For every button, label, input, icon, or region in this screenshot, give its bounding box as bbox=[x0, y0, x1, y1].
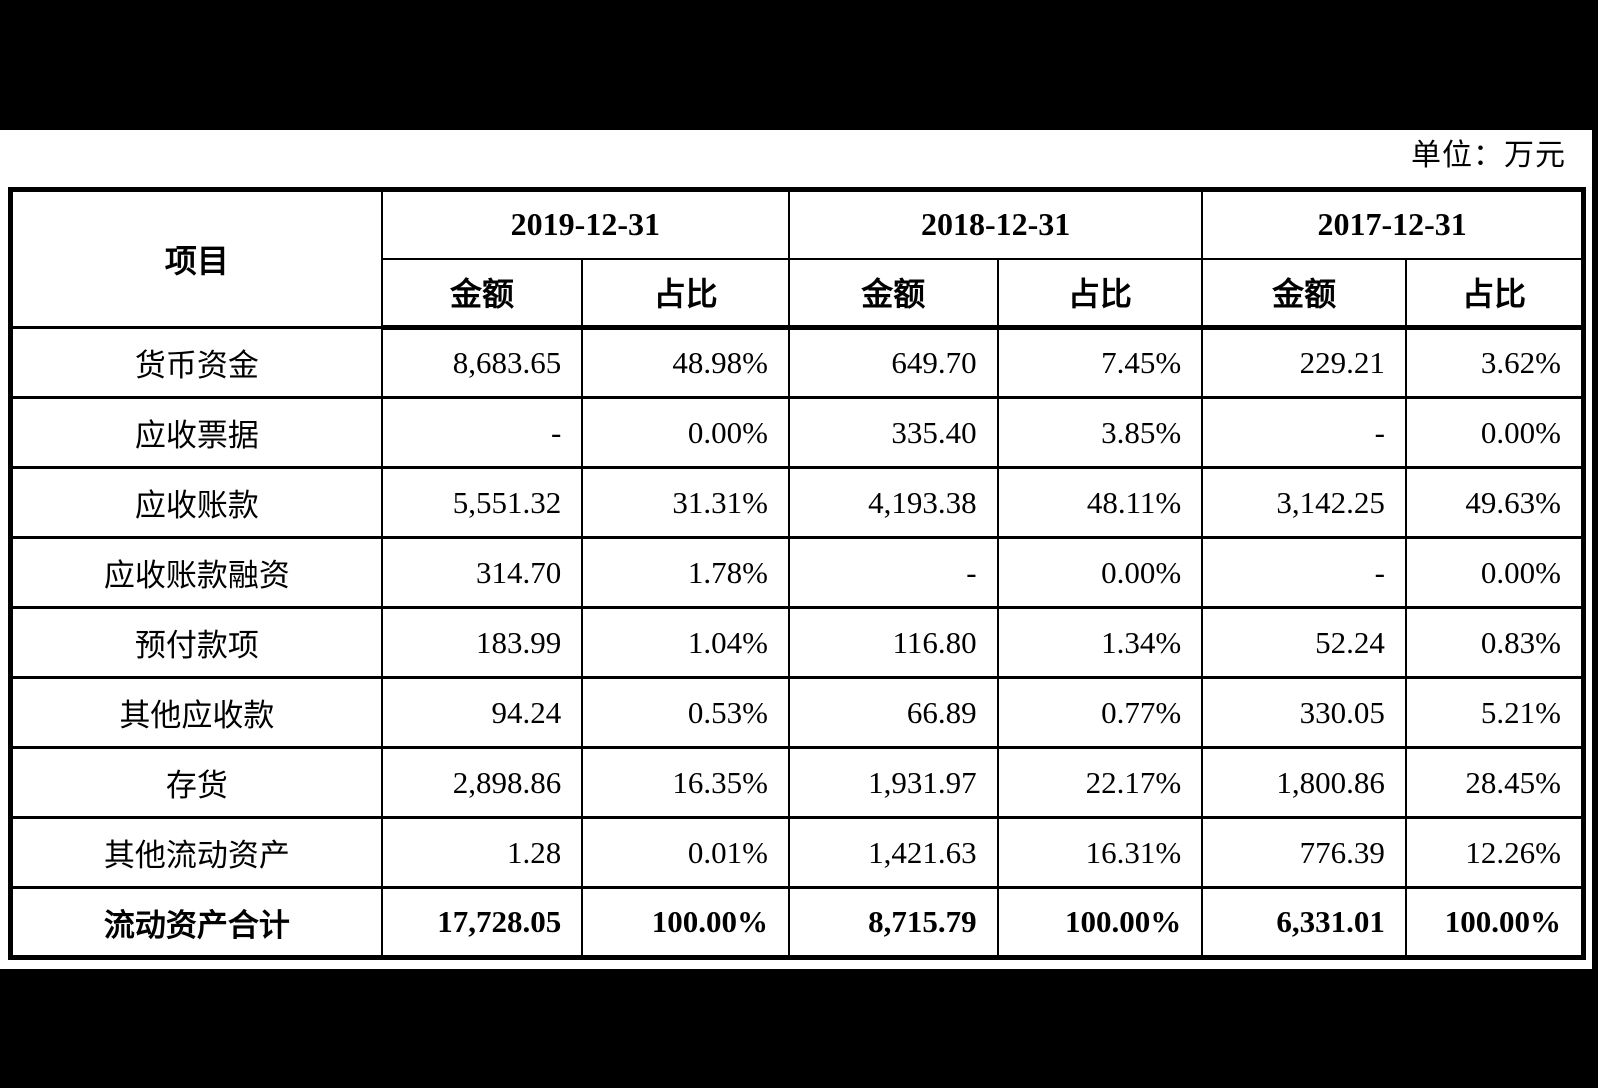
current-assets-table: 项目 2019-12-31 2018-12-31 2017-12-31 金额 占… bbox=[8, 187, 1586, 960]
table-row: 其他流动资产 1.28 0.01% 1,421.63 16.31% 776.39 12.26… bbox=[9, 816, 1585, 889]
row-ratio-cell: 12.26% bbox=[1404, 816, 1585, 889]
row-ratio-cell: 48.11% bbox=[996, 466, 1204, 539]
header-row-subheaders: 金额 占比 金额 占比 金额 占比 bbox=[11, 257, 1585, 330]
row-ratio-cell: 16.35% bbox=[581, 746, 790, 819]
row-amount-cell: 8,683.65 bbox=[380, 326, 584, 399]
row-ratio-cell: 31.31% bbox=[581, 466, 790, 539]
row-ratio-cell: 0.00% bbox=[1404, 396, 1585, 469]
table-row: 应收票据 -0.00% 335.40 3.85% -0.00% bbox=[9, 396, 1585, 469]
row-amount-cell: 8,715.79 bbox=[787, 886, 999, 959]
subheader-amount-2019: 金额 bbox=[380, 257, 584, 330]
row-item-label: 应收票据 bbox=[9, 396, 383, 469]
row-ratio-cell: 3.85% bbox=[996, 396, 1204, 469]
table-row: 货币资金 8,683.65 48.98% 649.70 7.45% 229.21 3.62% bbox=[9, 326, 1585, 399]
row-ratio-cell: 48.98% bbox=[581, 326, 790, 399]
table-row: 应收账款 5,551.32 31.31% 4,193.38 48.11% 3,142.25… bbox=[9, 466, 1585, 539]
row-ratio-cell: 100.00% bbox=[1404, 886, 1585, 959]
table-row: 应收账款融资 314.70 1.78% -0.00% -0.00% bbox=[9, 536, 1585, 609]
row-amount-cell: 17,728.05 bbox=[380, 886, 584, 959]
row-amount-cell: 4,193.38 bbox=[787, 466, 999, 539]
row-amount-cell: - bbox=[1201, 536, 1407, 609]
header-row-dates: 项目 2019-12-31 2018-12-31 2017-12-31 bbox=[9, 188, 1585, 329]
table-row: 其他应收款 94.24 0.53% 66.89 0.77% 330.05 5.21% bbox=[9, 676, 1585, 749]
row-ratio-cell: 0.01% bbox=[581, 816, 790, 889]
row-item-label: 流动资产合计 bbox=[9, 886, 383, 959]
row-ratio-cell: 100.00% bbox=[581, 886, 790, 959]
row-amount-cell: - bbox=[1201, 396, 1407, 469]
row-amount-cell: 52.24 bbox=[1201, 606, 1407, 679]
column-header-period-2017: 2017-12-31 bbox=[1201, 188, 1585, 260]
subheader-ratio-2019: 占比 bbox=[581, 257, 790, 330]
row-item-label: 应收账款融资 bbox=[9, 536, 383, 609]
row-amount-cell: 335.40 bbox=[787, 396, 999, 469]
row-amount-cell: - bbox=[787, 536, 999, 609]
row-amount-cell: 649.70 bbox=[787, 326, 999, 399]
table-header: 项目 2019-12-31 2018-12-31 2017-12-31 金额 占… bbox=[9, 188, 1585, 330]
row-item-label: 预付款项 bbox=[9, 606, 383, 679]
row-ratio-cell: 5.21% bbox=[1404, 676, 1585, 749]
row-ratio-cell: 100.00% bbox=[996, 886, 1204, 959]
row-amount-cell: 3,142.25 bbox=[1201, 466, 1407, 539]
row-item-label: 应收账款 bbox=[9, 466, 383, 539]
row-amount-cell: 116.80 bbox=[787, 606, 999, 679]
table-row: 流动资产合计 17,728.05 100.00% 8,715.79 100.00% 6,3… bbox=[9, 886, 1585, 959]
column-header-period-2019: 2019-12-31 bbox=[380, 188, 790, 260]
subheader-ratio-2018: 占比 bbox=[996, 257, 1204, 330]
unit-label: 单位：万元 bbox=[1411, 139, 1566, 172]
column-header-period-2018: 2018-12-31 bbox=[787, 188, 1204, 260]
row-item-label: 存货 bbox=[9, 746, 383, 819]
row-amount-cell: 2,898.86 bbox=[380, 746, 584, 819]
row-ratio-cell: 0.00% bbox=[996, 536, 1204, 609]
row-amount-cell: 5,551.32 bbox=[380, 466, 584, 539]
row-ratio-cell: 0.00% bbox=[1404, 536, 1585, 609]
row-ratio-cell: 1.78% bbox=[581, 536, 790, 609]
row-ratio-cell: 7.45% bbox=[996, 326, 1204, 399]
row-ratio-cell: 16.31% bbox=[996, 816, 1204, 889]
row-amount-cell: 1,421.63 bbox=[787, 816, 999, 889]
row-ratio-cell: 0.77% bbox=[996, 676, 1204, 749]
row-ratio-cell: 0.53% bbox=[581, 676, 790, 749]
row-amount-cell: 1,931.97 bbox=[787, 746, 999, 819]
table-body: 货币资金 8,683.65 48.98% 649.70 7.45% 229.21 3.62%… bbox=[9, 326, 1585, 959]
row-amount-cell: 6,331.01 bbox=[1201, 886, 1407, 959]
document-page: 单位：万元 项目 2019-12-31 2018-12-31 2017-12-3… bbox=[0, 130, 1592, 969]
row-amount-cell: 314.70 bbox=[380, 536, 584, 609]
subheader-amount-2017: 金额 bbox=[1201, 257, 1407, 330]
row-amount-cell: 229.21 bbox=[1201, 326, 1407, 399]
row-amount-cell: 94.24 bbox=[380, 676, 584, 749]
row-amount-cell: 776.39 bbox=[1201, 816, 1407, 889]
row-amount-cell: 66.89 bbox=[787, 676, 999, 749]
subheader-ratio-2017: 占比 bbox=[1404, 257, 1585, 330]
row-item-label: 货币资金 bbox=[9, 326, 383, 399]
table-row: 预付款项 183.99 1.04% 116.80 1.34% 52.24 0.83% bbox=[9, 606, 1585, 679]
row-ratio-cell: 3.62% bbox=[1404, 326, 1585, 399]
table-row: 存货 2,898.86 16.35% 1,931.97 22.17% 1,800.86 28… bbox=[9, 746, 1585, 819]
row-ratio-cell: 1.04% bbox=[581, 606, 790, 679]
row-ratio-cell: 49.63% bbox=[1404, 466, 1585, 539]
subheader-amount-2018: 金额 bbox=[787, 257, 999, 330]
column-header-item: 项目 bbox=[9, 188, 383, 329]
row-amount-cell: 330.05 bbox=[1201, 676, 1407, 749]
row-item-label: 其他流动资产 bbox=[9, 816, 383, 889]
row-amount-cell: - bbox=[380, 396, 584, 469]
row-ratio-cell: 0.00% bbox=[581, 396, 790, 469]
row-ratio-cell: 22.17% bbox=[996, 746, 1204, 819]
row-amount-cell: 1,800.86 bbox=[1201, 746, 1407, 819]
row-item-label: 其他应收款 bbox=[9, 676, 383, 749]
row-ratio-cell: 1.34% bbox=[996, 606, 1204, 679]
row-amount-cell: 183.99 bbox=[380, 606, 584, 679]
row-ratio-cell: 28.45% bbox=[1404, 746, 1585, 819]
row-amount-cell: 1.28 bbox=[380, 816, 584, 889]
row-ratio-cell: 0.83% bbox=[1404, 606, 1585, 679]
